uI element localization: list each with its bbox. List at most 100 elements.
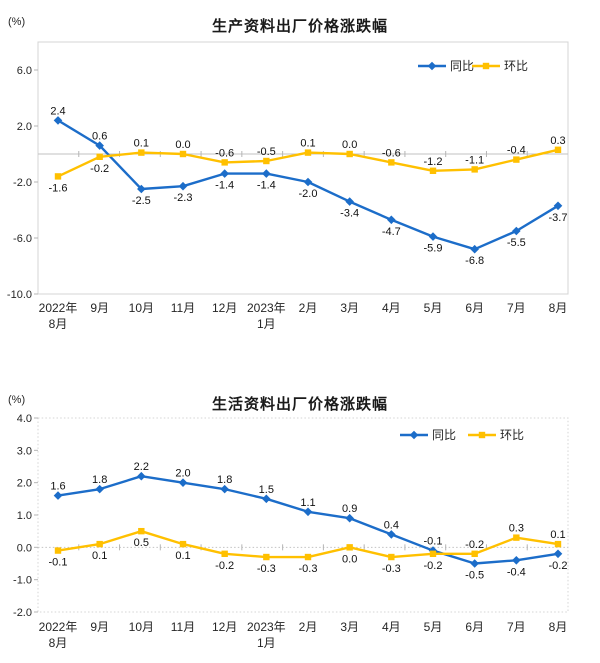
- x-axis-label: 8月: [549, 620, 568, 634]
- consumer-goods-chart: (%) 生活资料出厂价格涨跌幅 4.0 3.0 2.0 1.0 0.0 -1.0 -2.0 2…: [0, 385, 600, 663]
- data-point-marker-yoy: [428, 232, 438, 241]
- data-point-label: 0.1: [300, 138, 315, 150]
- legend-item-yoy: 同比: [418, 59, 474, 73]
- data-point-marker-yoy: [387, 530, 396, 539]
- data-point-label: -0.1: [424, 536, 443, 548]
- data-point-marker-yoy: [95, 141, 104, 150]
- data-point-marker-mom: [429, 550, 437, 557]
- data-point-label: -0.3: [257, 563, 276, 575]
- y-tick-label: 2.0: [17, 121, 32, 133]
- data-point-marker-yoy: [345, 513, 354, 523]
- data-point-label: 1.1: [300, 497, 315, 509]
- data-point-label: -1.4: [257, 180, 276, 192]
- series-yoy: 2.4 0.6 -2.5 -2.3 -1.4 -1.4 -2.0 -3.4 -4.7 -5.9 -6…: [50, 105, 567, 267]
- data-point-marker-yoy: [428, 546, 438, 555]
- data-point-marker-yoy: [137, 471, 146, 481]
- plot-border: [37, 417, 569, 613]
- x-axis-label: 2022年 8月: [39, 620, 78, 650]
- data-point-marker-mom: [138, 149, 145, 156]
- y-tick-label: -6.0: [13, 233, 32, 245]
- data-point-marker-yoy: [470, 559, 479, 568]
- y-tick-label: 0.0: [17, 542, 32, 554]
- data-point-label: -0.1: [49, 557, 68, 569]
- data-point-marker-mom: [96, 540, 103, 548]
- data-point-marker-yoy: [387, 215, 396, 225]
- data-point-marker-mom: [513, 534, 520, 541]
- producer-goods-chart: (%) 生产资料出厂价格涨跌幅 6.0 2.0 -2.0 -6.0 -10.0 2022年…: [7, 16, 569, 331]
- data-point-label: 0.0: [175, 139, 190, 151]
- data-point-marker-yoy: [220, 484, 229, 494]
- series-mom: -1.6 -0.2 0.1 0.0 -0.6 -0.5 0.1 0.0 -0.6 -1.2 -1.1…: [49, 135, 566, 195]
- data-point-marker-mom: [54, 547, 62, 554]
- data-point-label: 0.1: [550, 529, 565, 541]
- x-axis-label: 7月: [507, 620, 526, 634]
- data-point-label: -2.0: [299, 188, 318, 200]
- data-point-label: 0.5: [134, 537, 149, 549]
- y-tick-label: -2.0: [13, 607, 32, 619]
- x-axis-label: 2月: [299, 620, 318, 634]
- legend-marker: [427, 61, 437, 71]
- data-point-label: 1.5: [259, 484, 274, 496]
- x-axis-label: 8月: [549, 301, 568, 315]
- x-axis-label: 7月: [507, 301, 526, 315]
- data-point-marker-mom: [54, 173, 62, 180]
- data-point-label: -0.2: [424, 560, 443, 572]
- data-point-label: -0.3: [382, 563, 401, 575]
- data-point-label: -0.4: [507, 566, 526, 578]
- data-point-marker-mom: [138, 527, 145, 535]
- x-axis-label: 11月: [171, 301, 195, 315]
- plot-border: [37, 41, 569, 295]
- legend-label: 环比: [500, 428, 524, 442]
- x-axis-label: 12月: [212, 301, 237, 315]
- x-axis-label: 10月: [129, 301, 154, 315]
- x-axis-label: 11月: [171, 620, 195, 634]
- data-point-marker-mom: [513, 156, 520, 163]
- x-axis-label: 9月: [90, 620, 109, 634]
- y-tick-label: 2.0: [17, 478, 32, 490]
- data-point-label: -3.7: [549, 212, 568, 224]
- data-point-label: -5.9: [424, 243, 443, 255]
- data-point-marker-yoy: [303, 177, 313, 187]
- legend-marker: [409, 430, 419, 440]
- data-point-marker-yoy: [178, 181, 188, 191]
- data-point-label: 0.0: [342, 553, 357, 565]
- data-point-marker-mom: [263, 553, 270, 561]
- data-point-marker-yoy: [470, 244, 479, 254]
- x-axis-label: 2月: [299, 301, 318, 315]
- data-point-marker-mom: [304, 149, 312, 156]
- x-axis-label: 10月: [129, 620, 154, 634]
- legend-label: 同比: [432, 428, 456, 442]
- data-point-marker-yoy: [53, 116, 63, 125]
- data-point-label: -1.2: [424, 156, 443, 168]
- data-point-marker-mom: [179, 540, 187, 548]
- x-axis-label: 2023年 1月: [247, 301, 286, 331]
- data-point-marker-yoy: [345, 197, 354, 206]
- data-point-marker-yoy: [553, 201, 563, 211]
- y-tick-label: 4.0: [17, 413, 32, 425]
- data-point-marker-mom: [346, 544, 353, 551]
- chart-title-consumer: 生活资料出厂价格涨跌幅: [211, 396, 388, 413]
- data-point-label: -0.6: [382, 147, 401, 159]
- y-tick-label: 6.0: [17, 65, 32, 77]
- data-point-marker-mom: [388, 553, 395, 561]
- x-axis-label: 5月: [424, 620, 443, 634]
- data-point-label: -5.5: [507, 237, 526, 249]
- data-point-marker-mom: [554, 540, 562, 548]
- data-point-label: -0.2: [90, 163, 109, 175]
- data-point-label: -0.2: [215, 560, 234, 572]
- x-axis-label: 9月: [90, 301, 109, 315]
- data-point-marker-yoy: [262, 169, 271, 178]
- data-point-marker-yoy: [95, 484, 104, 494]
- legend-marker: [478, 431, 486, 439]
- data-point-label: 2.0: [175, 468, 190, 480]
- x-axis-label: 3月: [340, 620, 359, 634]
- legend-label: 同比: [450, 59, 474, 73]
- data-point-label: -0.2: [465, 539, 484, 551]
- x-axis-label: 12月: [212, 620, 237, 634]
- data-point-label: -1.1: [465, 154, 484, 166]
- data-point-marker-mom: [221, 159, 228, 166]
- data-point-marker-yoy: [512, 555, 521, 565]
- data-point-marker-mom: [554, 146, 562, 153]
- data-point-marker-mom: [221, 550, 228, 557]
- data-point-label: 0.6: [92, 131, 107, 143]
